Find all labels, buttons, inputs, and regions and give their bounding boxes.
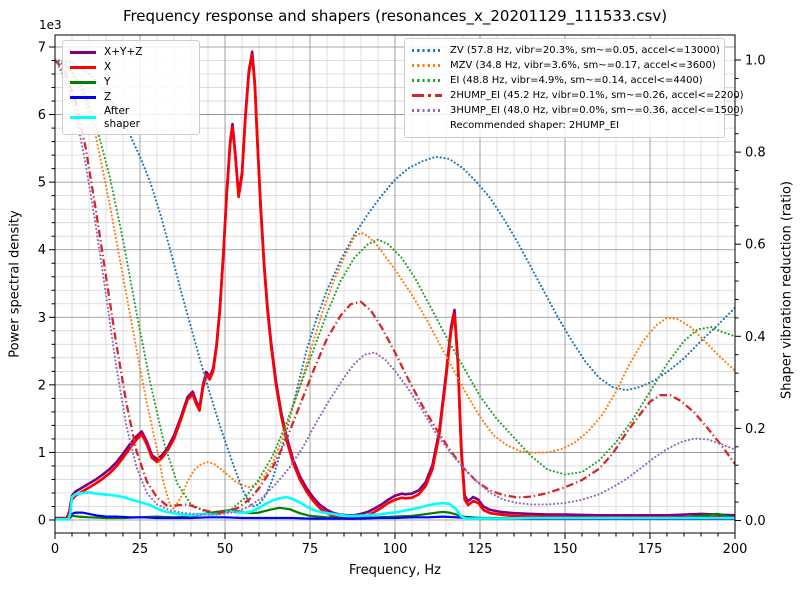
svg-text:1.0: 1.0: [745, 54, 766, 69]
series-group: [55, 50, 735, 521]
svg-text:0.4: 0.4: [745, 330, 766, 345]
svg-text:125: 125: [468, 542, 493, 557]
legend-label-zv: ZV (57.8 Hz, vibr=20.3%, sm~=0.05, accel…: [450, 44, 720, 56]
y-axis-left-label: Power spectral density: [7, 210, 23, 358]
svg-text:0.0: 0.0: [745, 514, 766, 529]
recommended-shaper-label: Recommended shaper: 2HUMP_EI: [450, 119, 620, 131]
legend-label-xyz: X+Y+Z: [104, 46, 143, 59]
svg-text:75: 75: [302, 542, 319, 557]
legend-item-after-shaper: After shaper: [70, 105, 193, 130]
svg-text:0.2: 0.2: [745, 422, 766, 437]
axis-ticks: [49, 46, 741, 539]
legend-label-2hump-ei: 2HUMP_EI (45.2 Hz, vibr=0.1%, sm~=0.26, …: [450, 89, 744, 101]
svg-text:100: 100: [383, 542, 408, 557]
line-swatch-xyz: [70, 51, 96, 54]
legend-item-3hump-ei: 3HUMP_EI (48.0 Hz, vibr=0.0%, sm~=0.36, …: [412, 103, 744, 118]
legend-item-ei: EI (48.8 Hz, vibr=4.9%, sm~=0.14, accel<…: [412, 73, 718, 88]
svg-text:0: 0: [51, 542, 59, 557]
legend-item-mzv: MZV (34.8 Hz, vibr=3.6%, sm~=0.17, accel…: [412, 58, 718, 73]
legend-item-z: Z: [70, 90, 193, 105]
legend-item-xyz: X+Y+Z: [70, 45, 193, 60]
legend-label-after-shaper: After shaper: [104, 105, 141, 130]
line-swatch-zv: [412, 49, 442, 52]
svg-text:4: 4: [38, 243, 46, 258]
legend-item-y: Y: [70, 75, 193, 90]
legend-label-3hump-ei: 3HUMP_EI (48.0 Hz, vibr=0.0%, sm~=0.36, …: [450, 104, 744, 116]
y-axis-multiplier: 1e3: [39, 18, 62, 32]
series-after-shaper: [55, 491, 735, 521]
svg-text:150: 150: [553, 542, 578, 557]
series-zv: [55, 58, 735, 508]
line-swatch-x: [70, 66, 96, 69]
tick-labels: 0 25 50 75 100 125 150 175 200 0 1 2 3 4 5 6 7 0.0 0.2 0.4 0…: [38, 41, 766, 557]
x-axis-label: Frequency, Hz: [348, 563, 442, 578]
recommended-shaper-note: Recommended shaper: 2HUMP_EI: [412, 118, 718, 133]
svg-text:5: 5: [38, 176, 46, 191]
svg-text:1: 1: [38, 446, 46, 461]
legend-label-x: X: [104, 61, 112, 74]
shaper-legend: ZV (57.8 Hz, vibr=20.3%, sm~=0.05, accel…: [404, 38, 744, 138]
svg-text:7: 7: [38, 41, 46, 56]
legend-label-mzv: MZV (34.8 Hz, vibr=3.6%, sm~=0.17, accel…: [450, 59, 716, 71]
svg-text:2: 2: [38, 378, 46, 393]
legend-label-ei: EI (48.8 Hz, vibr=4.9%, sm~=0.14, accel<…: [450, 74, 703, 86]
line-swatch-mzv: [412, 64, 442, 67]
psd-legend: X+Y+Z X Y Z After shaper: [62, 40, 200, 136]
svg-text:50: 50: [217, 542, 234, 557]
svg-text:3: 3: [38, 311, 46, 326]
svg-text:0.6: 0.6: [745, 238, 766, 253]
svg-text:0.8: 0.8: [745, 146, 766, 161]
line-swatch-after-shaper: [70, 116, 96, 119]
series-2hump-ei: [55, 59, 735, 514]
line-swatch-3hump-ei: [412, 109, 442, 112]
svg-text:200: 200: [723, 542, 748, 557]
line-swatch-ei: [412, 79, 442, 82]
chart-title: Frequency response and shapers (resonanc…: [122, 7, 668, 25]
series-ei: [55, 58, 735, 515]
y-axis-right-label: Shaper vibration reduction (ratio): [779, 181, 795, 399]
svg-text:25: 25: [132, 542, 149, 557]
line-swatch-y: [70, 81, 96, 84]
svg-text:6: 6: [38, 108, 46, 123]
legend-item-2hump-ei: 2HUMP_EI (45.2 Hz, vibr=0.1%, sm~=0.26, …: [412, 88, 744, 103]
legend-item-x: X: [70, 60, 193, 75]
legend-label-y: Y: [104, 76, 111, 89]
line-swatch-2hump-ei: [412, 94, 442, 97]
legend-label-z: Z: [104, 91, 112, 104]
legend-item-zv: ZV (57.8 Hz, vibr=20.3%, sm~=0.05, accel…: [412, 43, 720, 58]
line-swatch-z: [70, 96, 96, 99]
svg-text:175: 175: [638, 542, 663, 557]
svg-text:0: 0: [38, 514, 46, 529]
